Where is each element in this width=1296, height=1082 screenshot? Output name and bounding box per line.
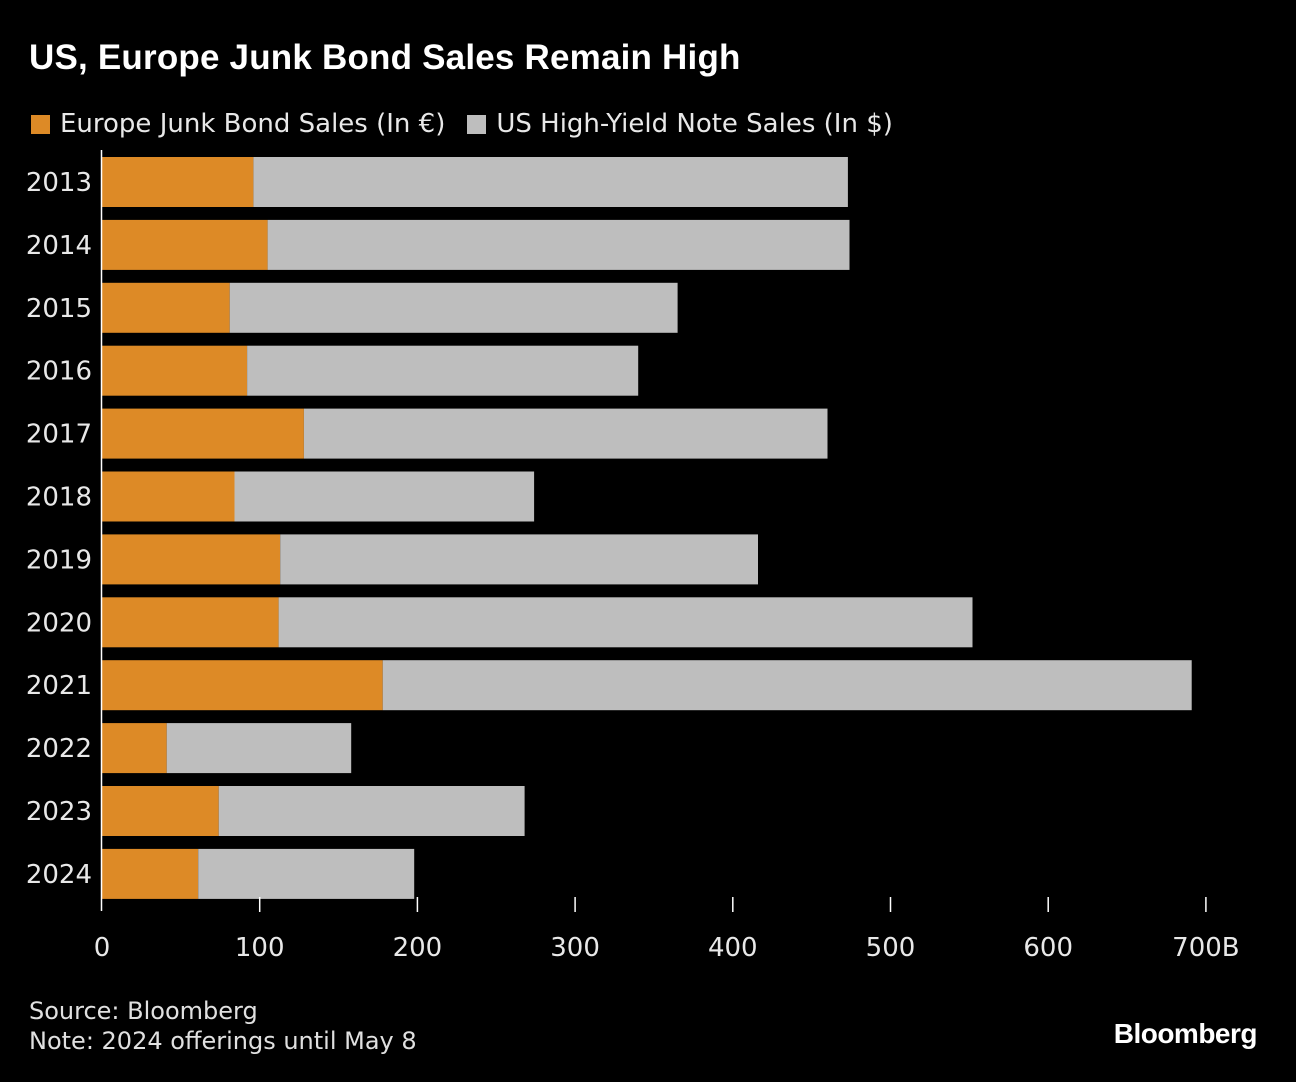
bar-europe-2023 xyxy=(102,786,219,836)
x-tick-label-100: 100 xyxy=(235,933,285,963)
legend-label-europe: Europe Junk Bond Sales (In €) xyxy=(60,109,446,139)
legend-label-us: US High-Yield Note Sales (In $) xyxy=(496,109,893,139)
bar-us-2017 xyxy=(303,408,828,459)
bar-us-2022 xyxy=(166,723,352,774)
y-tick-label-2013: 2013 xyxy=(26,168,92,198)
bar-europe-2013 xyxy=(102,157,254,207)
y-tick-label-2014: 2014 xyxy=(26,231,92,261)
bar-us-2024 xyxy=(198,848,415,899)
x-tick-label-200: 200 xyxy=(393,933,443,963)
y-tick-label-2020: 2020 xyxy=(26,608,92,638)
bar-europe-2024 xyxy=(102,848,199,899)
bar-europe-2019 xyxy=(102,534,281,585)
bar-europe-2022 xyxy=(102,723,167,774)
y-tick-label-2021: 2021 xyxy=(26,671,92,701)
y-tick-label-2019: 2019 xyxy=(26,545,92,575)
legend-swatch-us xyxy=(467,114,487,134)
bar-europe-2015 xyxy=(102,282,230,333)
bar-us-2019 xyxy=(280,534,758,585)
note-text: Note: 2024 offerings until May 8 xyxy=(29,1027,417,1055)
bar-us-2020 xyxy=(278,597,973,648)
bar-europe-2021 xyxy=(102,660,383,711)
y-tick-label-2016: 2016 xyxy=(26,357,92,387)
bar-us-2013 xyxy=(253,157,848,207)
legend-item-europe: Europe Junk Bond Sales (In €) xyxy=(31,109,445,139)
bar-us-2016 xyxy=(247,345,639,396)
y-tick-label-2015: 2015 xyxy=(26,294,92,324)
bar-europe-2016 xyxy=(102,345,248,396)
bar-us-2014 xyxy=(267,219,850,270)
y-tick-label-2023: 2023 xyxy=(26,797,92,827)
bar-us-2018 xyxy=(234,471,535,522)
y-tick-label-2017: 2017 xyxy=(26,420,92,450)
footer: Source: Bloomberg Note: 2024 offerings u… xyxy=(29,996,417,1056)
x-tick-label-400: 400 xyxy=(708,933,758,963)
legend-swatch-europe xyxy=(31,114,50,134)
y-tick-label-2018: 2018 xyxy=(26,483,92,513)
source-text: Source: Bloomberg xyxy=(29,997,258,1025)
bar-us-2015 xyxy=(229,282,678,333)
x-tick-label-500: 500 xyxy=(866,933,916,963)
bar-europe-2014 xyxy=(102,219,268,270)
bar-europe-2018 xyxy=(102,471,235,522)
bar-us-2023 xyxy=(218,786,525,836)
x-tick-label-600: 600 xyxy=(1023,933,1073,963)
y-tick-label-2024: 2024 xyxy=(26,860,92,890)
legend-item-us: US High-Yield Note Sales (In $) xyxy=(467,109,893,139)
legend: Europe Junk Bond Sales (In €) US High-Yi… xyxy=(31,106,915,142)
bloomberg-logo: Bloomberg xyxy=(1113,1018,1258,1049)
bar-europe-2017 xyxy=(102,408,304,459)
x-tick-label-700: 700B xyxy=(1172,933,1239,963)
y-tick-label-2022: 2022 xyxy=(26,734,92,764)
bar-us-2021 xyxy=(382,660,1192,711)
x-tick-label-0: 0 xyxy=(94,933,111,963)
x-tick-label-300: 300 xyxy=(550,933,600,963)
chart-title: US, Europe Junk Bond Sales Remain High xyxy=(29,38,741,77)
bar-europe-2020 xyxy=(102,597,279,648)
